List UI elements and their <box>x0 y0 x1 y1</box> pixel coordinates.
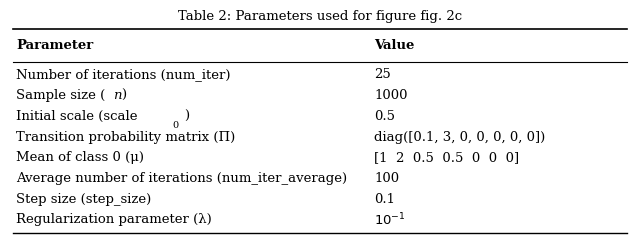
Text: Regularization parameter (λ): Regularization parameter (λ) <box>16 213 212 226</box>
Text: 25: 25 <box>374 69 391 81</box>
Text: 0.1: 0.1 <box>374 193 396 206</box>
Text: Sample size (: Sample size ( <box>16 89 105 102</box>
Text: Table 2: Parameters used for figure fig. 2c: Table 2: Parameters used for figure fig.… <box>178 10 462 23</box>
Text: 0: 0 <box>173 121 179 130</box>
Text: Initial scale (scale: Initial scale (scale <box>16 110 138 123</box>
Text: Number of iterations (num_iter): Number of iterations (num_iter) <box>16 69 230 81</box>
Text: Transition probability matrix (Π): Transition probability matrix (Π) <box>16 131 236 144</box>
Text: 100: 100 <box>374 172 399 185</box>
Text: ): ) <box>184 110 189 123</box>
Text: Step size (step_size): Step size (step_size) <box>16 193 151 206</box>
Text: diag([0.1, 3, 0, 0, 0, 0, 0]): diag([0.1, 3, 0, 0, 0, 0, 0]) <box>374 131 546 144</box>
Text: n: n <box>113 89 122 102</box>
Text: ): ) <box>121 89 126 102</box>
Text: 1000: 1000 <box>374 89 408 102</box>
Text: 0.5: 0.5 <box>374 110 396 123</box>
Text: [1  2  0.5  0.5  0  0  0]: [1 2 0.5 0.5 0 0 0] <box>374 151 520 164</box>
Text: $10^{-1}$: $10^{-1}$ <box>374 212 406 228</box>
Text: Parameter: Parameter <box>16 39 93 52</box>
Text: Average number of iterations (num_iter_average): Average number of iterations (num_iter_a… <box>16 172 347 185</box>
Text: Value: Value <box>374 39 415 52</box>
Text: Mean of class 0 (μ): Mean of class 0 (μ) <box>16 151 144 164</box>
